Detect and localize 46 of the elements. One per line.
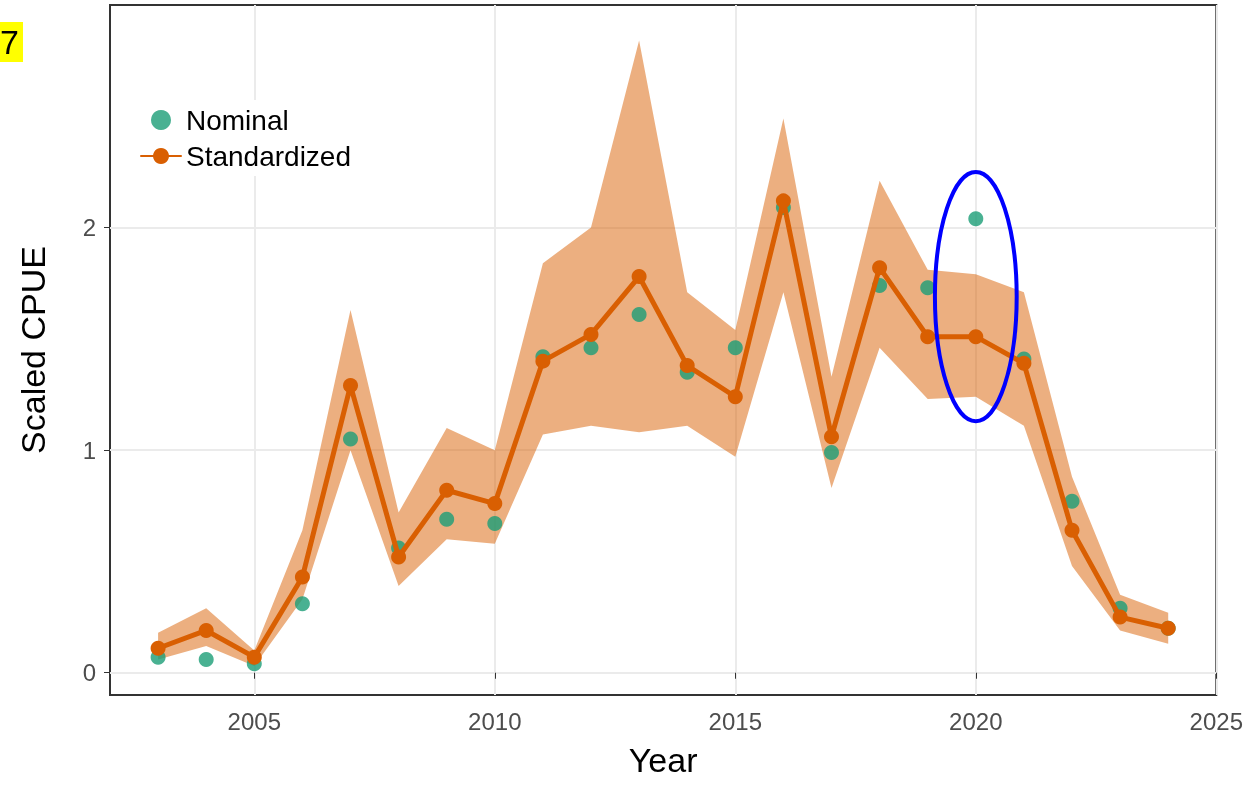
point	[824, 429, 839, 445]
point	[246, 649, 262, 665]
point	[391, 549, 407, 565]
point	[294, 569, 310, 585]
y-tick-label: 2	[82, 214, 96, 242]
legend-label: Nominal	[186, 104, 289, 136]
point	[439, 511, 455, 527]
point	[294, 596, 310, 612]
point	[487, 496, 503, 512]
point	[872, 260, 888, 276]
point	[150, 640, 166, 656]
point	[439, 482, 455, 498]
point	[1112, 609, 1128, 625]
point	[198, 622, 214, 638]
point	[343, 431, 358, 447]
x-tick-label: 2010	[468, 707, 522, 735]
point	[343, 378, 358, 394]
x-axis-title: Year	[628, 741, 698, 779]
x-tick-label: 2015	[708, 707, 762, 735]
point	[824, 444, 839, 460]
x-tick-label: 2020	[949, 707, 1003, 735]
point	[727, 340, 743, 356]
x-tick-label: 2025	[1189, 707, 1243, 735]
x-tick-label: 2005	[227, 707, 281, 735]
point	[968, 329, 984, 345]
y-tick-label: 1	[82, 436, 96, 464]
point	[775, 193, 791, 209]
legend-label: Standardized	[186, 140, 352, 172]
point	[487, 516, 503, 532]
point	[583, 326, 599, 342]
point	[968, 211, 984, 227]
point	[1016, 355, 1032, 371]
point	[920, 280, 936, 296]
point	[1064, 522, 1080, 538]
text: 7	[0, 22, 23, 62]
point	[583, 340, 599, 356]
point	[631, 306, 647, 322]
point	[198, 651, 214, 667]
y-axis-title: Scaled CPUE	[14, 246, 52, 454]
point	[1064, 493, 1080, 509]
point	[920, 329, 936, 345]
point	[727, 389, 743, 405]
point	[535, 353, 551, 369]
point	[679, 358, 695, 374]
point	[631, 269, 647, 285]
y-tick-label: 0	[82, 659, 96, 687]
